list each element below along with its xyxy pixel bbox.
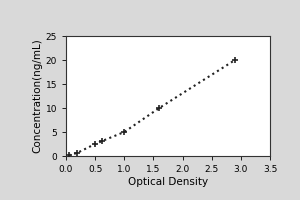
X-axis label: Optical Density: Optical Density [128,177,208,187]
Y-axis label: Concentration(ng/mL): Concentration(ng/mL) [33,39,43,153]
